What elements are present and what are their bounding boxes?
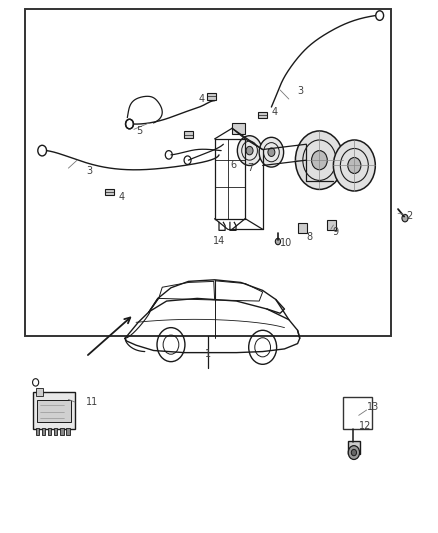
Bar	[35, 388, 43, 395]
Text: 13: 13	[367, 402, 380, 413]
Text: 3: 3	[297, 86, 304, 96]
Circle shape	[246, 147, 253, 155]
Bar	[37, 400, 71, 422]
Bar	[35, 427, 39, 435]
Text: 4: 4	[119, 192, 125, 203]
Circle shape	[348, 446, 360, 459]
Bar	[42, 427, 45, 435]
Text: 11: 11	[86, 397, 98, 407]
Bar	[184, 132, 193, 138]
Circle shape	[268, 148, 275, 157]
Text: 10: 10	[280, 238, 293, 247]
Bar	[54, 427, 57, 435]
Circle shape	[333, 140, 375, 191]
Bar	[297, 223, 307, 233]
Bar	[258, 112, 267, 118]
Bar	[25, 9, 392, 336]
Text: 1: 1	[205, 349, 211, 359]
Text: 4: 4	[198, 94, 205, 104]
Bar	[60, 427, 64, 435]
Bar	[348, 441, 360, 454]
Circle shape	[351, 449, 357, 456]
Bar	[66, 427, 70, 435]
Bar	[232, 123, 245, 134]
Text: 3: 3	[86, 166, 92, 176]
Text: 8: 8	[306, 232, 312, 243]
Text: 4: 4	[272, 107, 278, 117]
Circle shape	[402, 214, 408, 222]
Bar	[343, 397, 372, 429]
Circle shape	[276, 238, 281, 245]
Text: 12: 12	[359, 421, 371, 431]
Bar	[106, 189, 114, 195]
Circle shape	[295, 131, 343, 189]
Text: 5: 5	[136, 126, 142, 136]
Bar	[33, 392, 75, 429]
Text: 9: 9	[332, 227, 339, 237]
Text: 7: 7	[247, 163, 254, 173]
Bar	[48, 427, 51, 435]
Circle shape	[259, 138, 284, 167]
Text: 2: 2	[407, 211, 413, 221]
Text: 14: 14	[213, 236, 225, 246]
Circle shape	[348, 158, 361, 173]
Text: 6: 6	[230, 160, 236, 171]
Circle shape	[237, 136, 262, 165]
Bar	[327, 220, 336, 230]
Circle shape	[311, 151, 327, 169]
Bar	[207, 93, 216, 100]
